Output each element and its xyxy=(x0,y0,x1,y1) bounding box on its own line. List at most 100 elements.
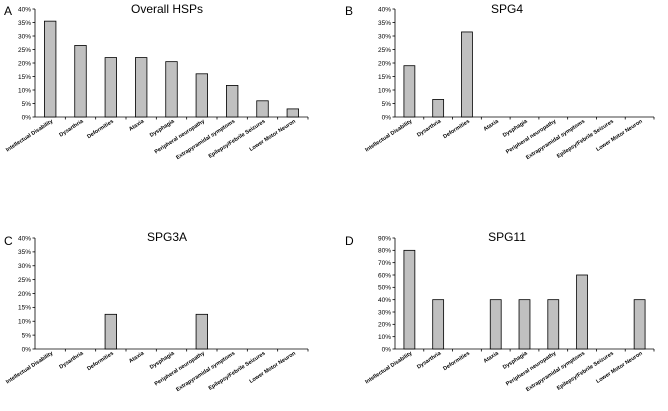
y-tick-label: 10% xyxy=(378,334,391,341)
y-tick-label: 30% xyxy=(18,33,31,40)
bar-6 xyxy=(195,313,208,350)
x-tick-label: Peripheral neuropathy xyxy=(154,350,207,387)
y-tick-label: 0% xyxy=(22,114,32,121)
bar-7 xyxy=(576,274,588,350)
y-tick-label: 10% xyxy=(378,87,391,94)
bar-2 xyxy=(432,99,445,118)
x-tick-label: Dysarthria xyxy=(416,118,443,138)
y-tick-label: 15% xyxy=(18,74,31,81)
x-tick-label: Dysarthria xyxy=(58,350,85,370)
y-tick-label: 40% xyxy=(378,297,391,304)
y-tick-label: 30% xyxy=(18,263,31,270)
x-tick-label: Intellectual Disability xyxy=(5,350,55,385)
x-tick-label: Epilepsy/Febrile Seizures xyxy=(556,119,615,160)
y-tick-label: 30% xyxy=(378,33,391,40)
y-tick-label: 25% xyxy=(18,47,31,54)
x-tick-label: Epilepsy/Febrile Seizures xyxy=(556,351,615,392)
y-tick-label: 40% xyxy=(18,235,31,242)
y-tick-label: 40% xyxy=(378,6,391,13)
y-tick-label: 70% xyxy=(378,260,391,267)
bar-1 xyxy=(403,65,416,118)
chart-panel-d: D SPG11 0% 10% 20% 30% 40% 50% 60% 70% 80% 90% Intel… xyxy=(345,230,655,393)
chart-title: Overall HSPs xyxy=(131,2,203,16)
bar-7 xyxy=(226,85,239,118)
x-tick-label: Ataxia xyxy=(128,350,146,365)
chart-panel-b: B SPG4 0% 5% 10% 15% 20% 25% 30% 35% 40% Intellectu… xyxy=(345,2,655,161)
y-tick-label: 20% xyxy=(378,60,391,67)
x-tick-label: Dysarthria xyxy=(416,350,443,370)
y-tick-label: 10% xyxy=(18,319,31,326)
x-tick-label: Epilepsy/Febrile Seizures xyxy=(208,351,267,392)
x-tick-label: Peripheral neuropathy xyxy=(505,350,558,387)
x-tick-label: Deformities xyxy=(442,119,471,141)
x-tick-label: Intellectual Disability xyxy=(5,118,55,153)
y-tick-label: 0% xyxy=(22,346,32,353)
y-tick-label: 35% xyxy=(378,20,391,27)
x-tick-label: Dysphagia xyxy=(149,118,176,139)
bar-3 xyxy=(461,31,473,118)
x-tick-label: Dysphagia xyxy=(149,350,176,371)
x-tick-label: Extrapyramidal symptoms xyxy=(175,351,236,393)
y-tick-label: 35% xyxy=(18,20,31,27)
y-tick-label: 5% xyxy=(22,332,32,339)
panel-letter: D xyxy=(345,234,354,248)
x-tick-label: Deformities xyxy=(86,351,115,373)
y-tick-label: 50% xyxy=(378,285,391,292)
x-tick-label: Ataxia xyxy=(128,118,146,133)
y-tick-label: 40% xyxy=(18,6,31,13)
panel-letter: A xyxy=(4,4,12,18)
x-tick-label: Intellectual Disability xyxy=(364,118,414,153)
bar-1 xyxy=(403,249,416,350)
bar-9 xyxy=(286,108,299,118)
chart-title: SPG4 xyxy=(491,2,523,16)
panel-letter: B xyxy=(345,4,353,18)
panel-letter: C xyxy=(4,234,13,248)
x-tick-label: Ataxia xyxy=(483,118,501,133)
bar-6 xyxy=(547,299,560,350)
y-tick-label: 5% xyxy=(382,101,392,108)
y-tick-label: 60% xyxy=(378,272,391,279)
chart-title: SPG3A xyxy=(147,230,187,244)
bar-3 xyxy=(104,313,117,350)
y-tick-label: 5% xyxy=(22,101,32,108)
y-tick-label: 10% xyxy=(18,87,31,94)
bar-2 xyxy=(432,299,445,350)
x-tick-label: Dysphagia xyxy=(502,118,529,139)
chart-panel-a: A Overall HSPs 0% 5% 10% 15% 20% 25% 30% 35% 40% In… xyxy=(4,2,309,161)
y-tick-label: 90% xyxy=(378,235,391,242)
bar-4 xyxy=(489,299,502,350)
x-tick-label: Peripheral neuropathy xyxy=(505,118,558,155)
x-tick-label: Peripheral neuropathy xyxy=(154,118,207,155)
chart-panel-c: C SPG3A 0% 5% 10% 15% 20% 25% 30% 35% 40% Intellect… xyxy=(4,230,309,393)
bar-9 xyxy=(633,299,646,350)
x-tick-label: Ataxia xyxy=(483,350,501,365)
chart-title: SPG11 xyxy=(488,230,526,244)
y-tick-label: 15% xyxy=(18,305,31,312)
bar-2 xyxy=(74,45,87,118)
y-tick-label: 25% xyxy=(378,47,391,54)
y-tick-label: 35% xyxy=(18,249,31,256)
y-tick-label: 30% xyxy=(378,309,391,316)
x-tick-label: Dysphagia xyxy=(502,350,529,371)
bar-6 xyxy=(195,73,208,118)
bar-4 xyxy=(135,57,148,118)
y-tick-label: 20% xyxy=(18,291,31,298)
bar-5 xyxy=(518,299,531,350)
x-tick-label: Intellectual Disability xyxy=(364,350,414,385)
x-tick-label: Epilepsy/Febrile Seizures xyxy=(208,119,267,160)
bar-1 xyxy=(44,20,57,118)
x-tick-label: Deformities xyxy=(86,119,115,141)
y-tick-label: 20% xyxy=(18,60,31,67)
x-tick-label: Extrapyramidal symptoms xyxy=(175,119,236,161)
y-tick-label: 20% xyxy=(378,322,391,329)
bar-3 xyxy=(104,57,117,118)
y-tick-label: 0% xyxy=(382,346,392,353)
y-tick-label: 25% xyxy=(18,277,31,284)
y-tick-label: 0% xyxy=(382,114,392,121)
x-tick-label: Dysarthria xyxy=(58,118,85,138)
x-tick-label: Deformities xyxy=(442,351,471,373)
bar-8 xyxy=(256,100,269,118)
y-tick-label: 80% xyxy=(378,248,391,255)
bar-5 xyxy=(165,61,178,118)
